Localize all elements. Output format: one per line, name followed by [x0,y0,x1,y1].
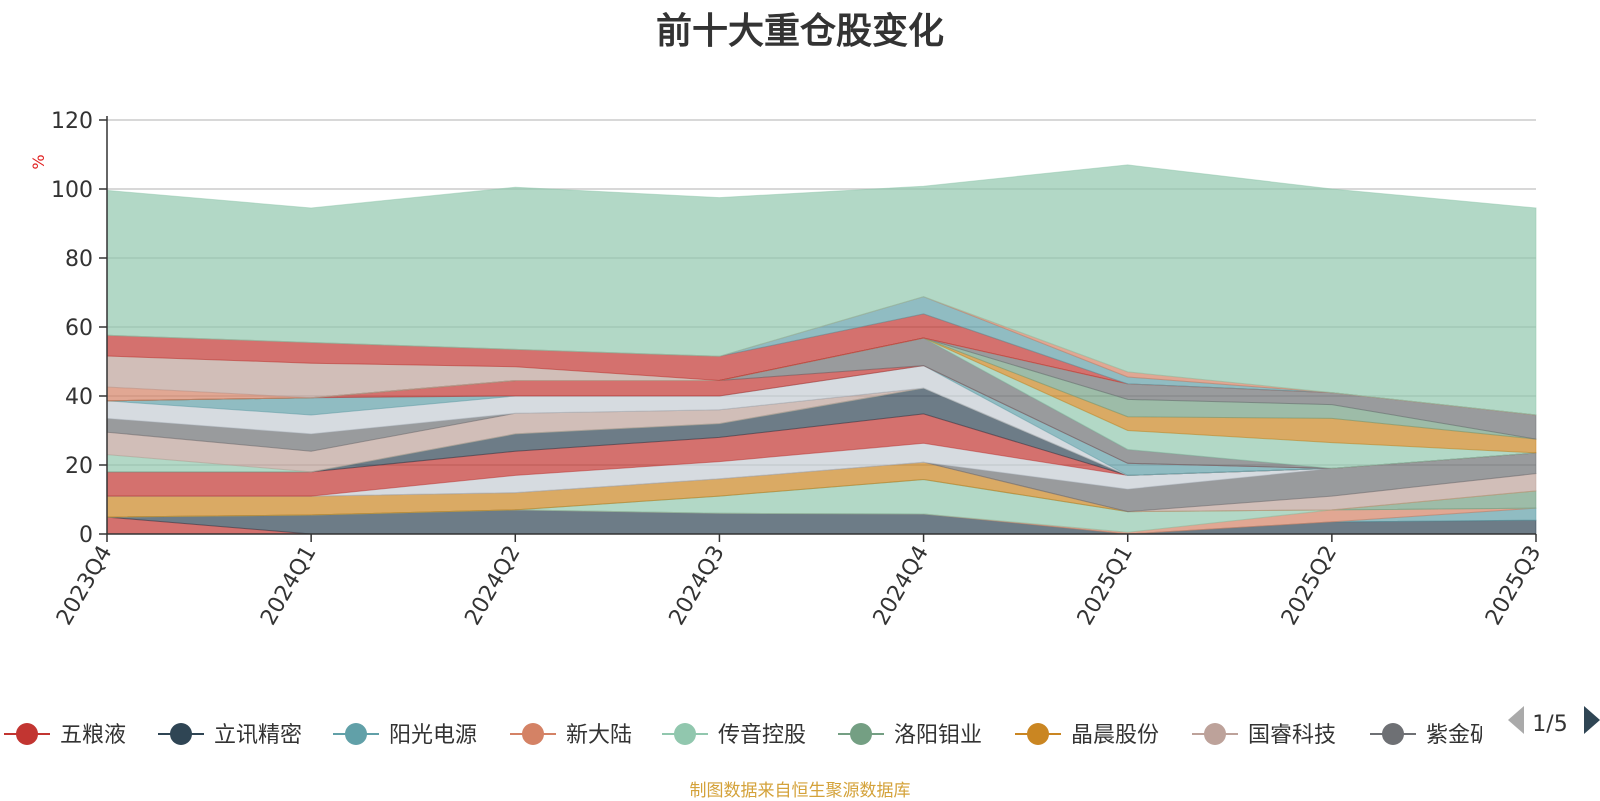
legend-pager: 1/5 [1508,706,1600,737]
legend-item[interactable]: 洛阳钼业 [838,723,982,748]
x-tick-label: 2025Q1 [1073,542,1138,630]
x-tick-label: 2024Q4 [869,542,934,630]
legend-dot-marker [674,723,696,745]
legend-label: 传音控股 [718,723,806,748]
legend: 五粮液 立讯精密 阳光电源 新大陆 传音控股 洛阳钼业 晶晨股份 国睿科技 紫金矿业 [4,723,1514,748]
legend-dot-marker [850,723,872,745]
x-tick-label: 2025Q2 [1277,542,1342,630]
legend-next-icon[interactable] [1584,706,1600,734]
legend-label: 立讯精密 [214,723,302,748]
x-tick-label: 2024Q2 [460,542,525,630]
legend-prev-icon[interactable] [1508,706,1524,734]
chart-title: 前十大重仓股变化 [655,11,944,52]
legend-item[interactable]: 国睿科技 [1192,723,1336,748]
legend-label: 阳光电源 [389,723,477,748]
legend-item[interactable]: 立讯精密 [158,723,302,748]
area-series-29[interactable] [106,164,1537,416]
legend-item[interactable]: 传音控股 [662,723,806,748]
legend-dot-marker [1027,723,1049,745]
legend-label: 五粮液 [60,723,126,748]
area-layer [106,164,1537,535]
x-tick-label: 2023Q4 [52,542,117,630]
y-axis-unit: % [29,154,48,169]
y-tick-label: 0 [79,523,93,548]
x-tick-label: 2025Q3 [1481,542,1546,630]
y-tick-label: 120 [51,109,93,134]
y-tick-label: 40 [65,385,93,410]
legend-dot-marker [1204,723,1226,745]
y-tick-label: 20 [65,454,93,479]
legend-item[interactable]: 阳光电源 [333,723,477,748]
legend-dot-marker [1382,723,1404,745]
legend-dot-marker [522,723,544,745]
source-note: 制图数据来自恒生聚源数据库 [689,781,911,801]
legend-label: 洛阳钼业 [894,723,982,748]
y-tick-label: 60 [65,316,93,341]
legend-label: 晶晨股份 [1071,723,1159,748]
legend-item[interactable]: 晶晨股份 [1015,723,1159,748]
legend-dot-marker [170,723,192,745]
x-tick-label: 2024Q3 [665,542,730,630]
y-tick-label: 100 [51,178,93,203]
legend-dot-marker [16,723,38,745]
x-tick-label: 2024Q1 [256,542,321,630]
y-tick-label: 80 [65,247,93,272]
legend-label: 新大陆 [566,723,632,748]
legend-dot-marker [345,723,367,745]
legend-item[interactable]: 紫金矿业 [1370,723,1514,748]
legend-label: 国睿科技 [1248,723,1336,748]
legend-item[interactable]: 五粮液 [4,723,126,748]
legend-label: 紫金矿业 [1426,723,1514,748]
legend-page-indicator: 1/5 [1532,712,1567,737]
legend-item[interactable]: 新大陆 [510,723,632,748]
